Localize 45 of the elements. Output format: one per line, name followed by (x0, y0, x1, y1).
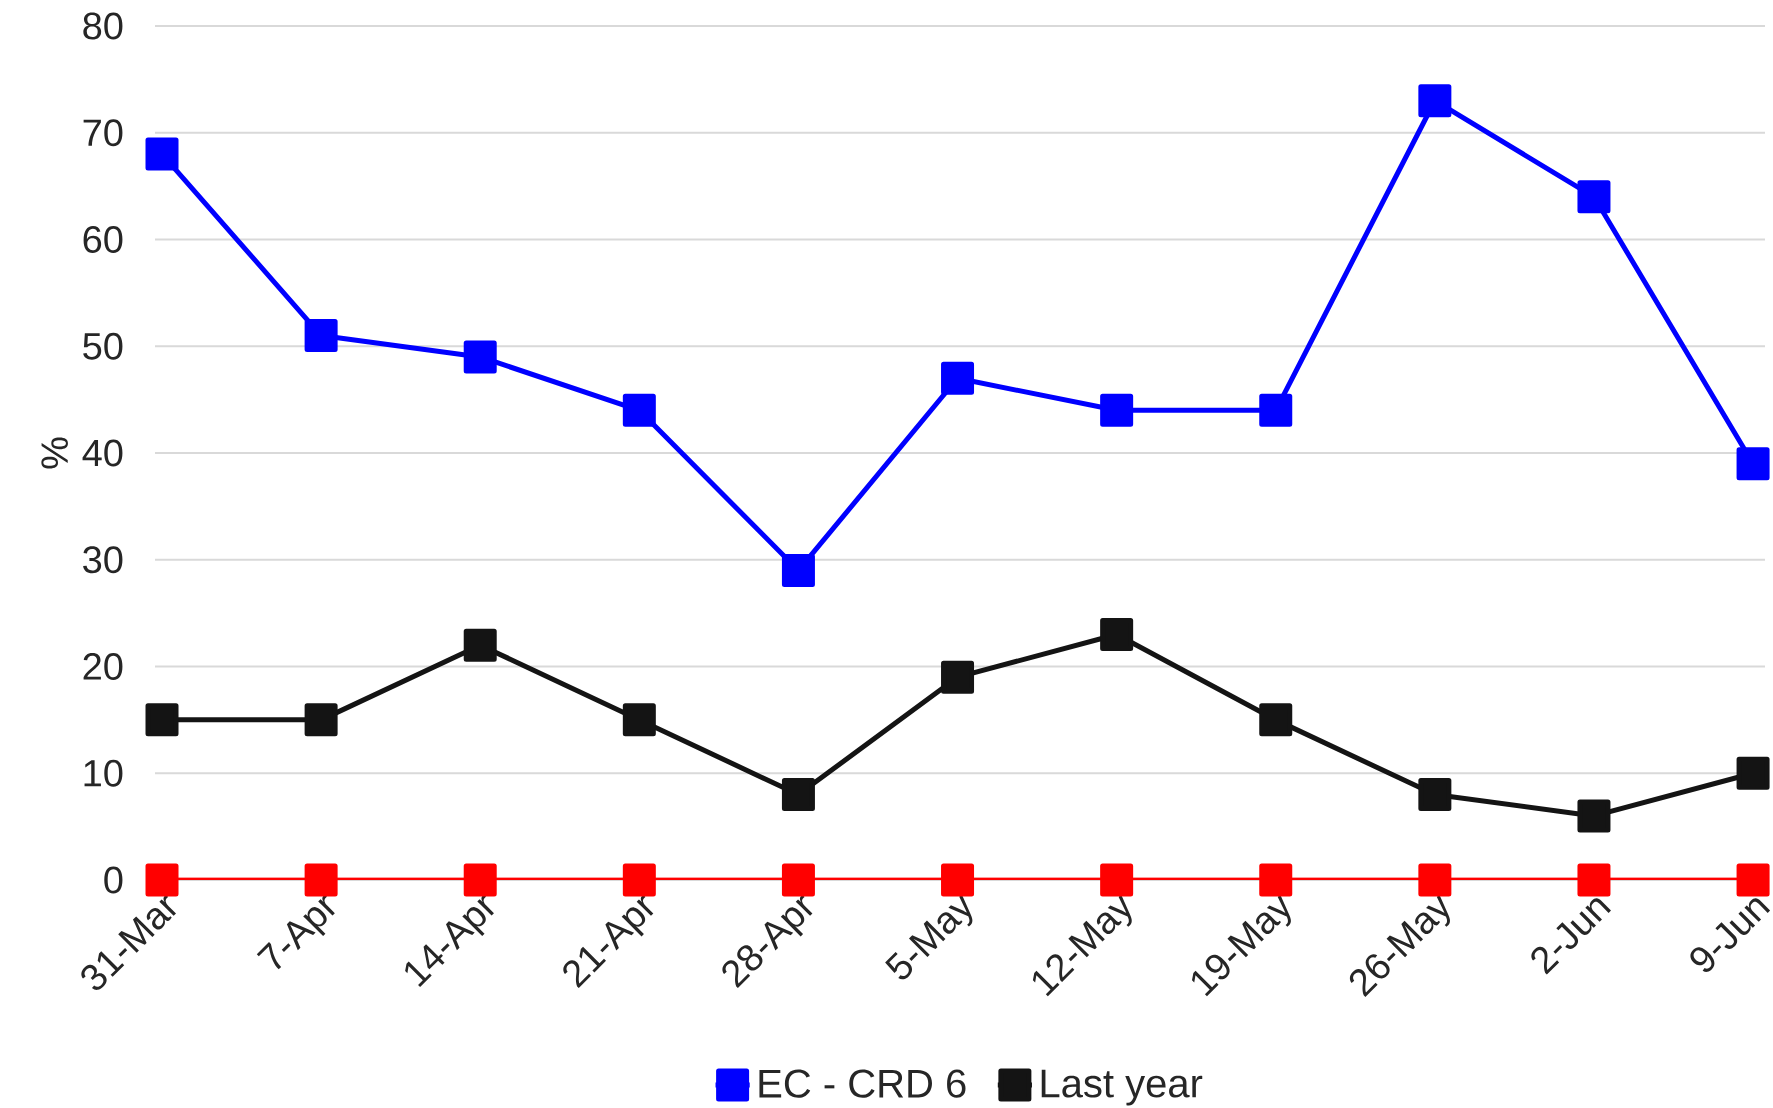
point (304, 703, 338, 737)
point (463, 863, 497, 897)
point (941, 863, 975, 897)
legend-label: EC - CRD 6 (759, 1069, 966, 1098)
y-tick-label: 10 (84, 759, 123, 787)
y-tick-label: 40 (82, 439, 123, 467)
point (145, 703, 179, 737)
point (1100, 863, 1134, 897)
point (622, 863, 656, 897)
point (1418, 863, 1452, 897)
point (1100, 617, 1134, 651)
point (1259, 393, 1293, 427)
point (622, 703, 656, 737)
y-tick-label: 20 (83, 653, 123, 680)
point (1100, 393, 1134, 427)
point (781, 863, 815, 897)
y-tick-label: 0 (104, 866, 123, 894)
y-axis-title: % (41, 437, 68, 469)
point (781, 553, 815, 587)
point (622, 393, 656, 427)
point (781, 778, 815, 812)
point (1577, 180, 1611, 214)
point (1259, 703, 1293, 737)
point (1577, 863, 1611, 897)
y-tick-label: 30 (83, 546, 123, 574)
y-tick-label: 60 (83, 226, 123, 253)
legend-label: Last year (1041, 1069, 1203, 1106)
point (1577, 799, 1611, 833)
point (463, 628, 497, 662)
point (1736, 756, 1770, 790)
point (1418, 84, 1452, 118)
point (145, 863, 179, 897)
point (304, 863, 338, 897)
y-tick-label: 70 (83, 119, 123, 147)
point (145, 137, 179, 171)
point (304, 319, 338, 353)
point (1736, 863, 1770, 897)
y-tick-label: 50 (83, 332, 123, 360)
point (941, 660, 975, 694)
point (1259, 863, 1293, 897)
point (463, 340, 497, 374)
point (941, 361, 975, 395)
point (1736, 447, 1770, 481)
y-tick-label: 80 (83, 12, 123, 40)
point (1418, 778, 1452, 812)
